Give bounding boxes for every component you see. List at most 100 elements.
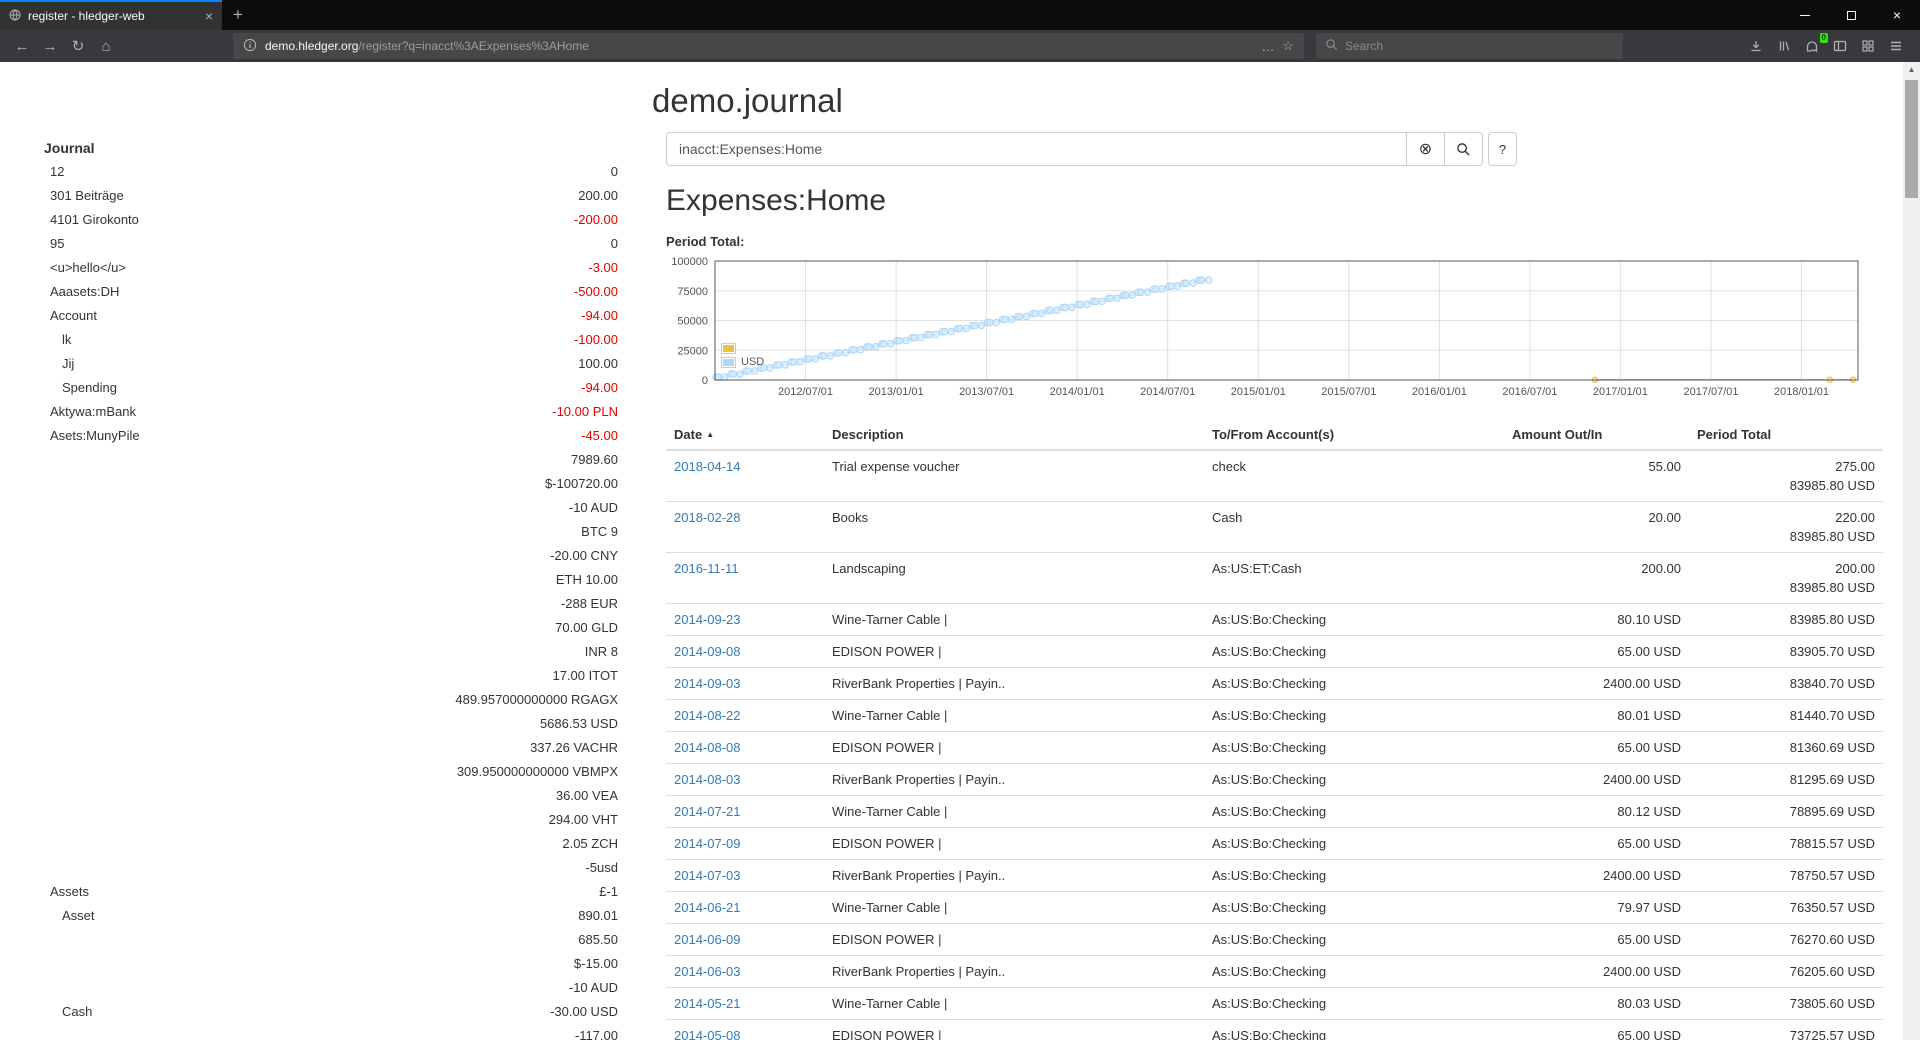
sidebar-account-row: 301 Beiträge 200.00 [38,184,618,208]
register-date-link[interactable]: 2014-08-03 [674,772,741,787]
account-name[interactable]: Account [50,308,97,323]
window-restore-button[interactable] [1828,0,1874,30]
query-input[interactable] [666,132,1407,166]
search-placeholder: Search [1345,39,1384,53]
period-total-line: 76350.57 USD [1789,900,1875,915]
account-balance: -3.00 [588,260,618,275]
sidebar-toggle-icon[interactable] [1826,33,1854,59]
help-button[interactable]: ? [1488,132,1517,166]
account-name[interactable]: Assets [50,884,90,899]
account-name[interactable]: Cash [62,1004,93,1019]
site-info-icon[interactable] [243,38,257,55]
sidebar-account-row: Cash -30.00 USD [38,1000,618,1024]
sidebar-journal-link[interactable]: Journal [44,140,95,156]
download-icon[interactable] [1742,33,1770,59]
account-balance: -288 EUR [560,596,618,611]
register-date-link[interactable]: 2014-07-03 [674,868,741,883]
account-name[interactable]: Aktywa:mBank [50,404,136,419]
forward-button[interactable]: → [42,37,58,55]
bookmark-star-icon[interactable]: ☆ [1282,38,1294,53]
description-cell: Wine-Tarner Cable | [824,891,1204,924]
account-name[interactable]: Asets:MunyPile [50,428,140,443]
back-button[interactable]: ← [14,37,30,55]
scrollbar-up-icon[interactable]: ▲ [1907,65,1916,74]
account-name [38,736,530,760]
account-balance: -117.00 [574,1028,618,1040]
register-date-link[interactable]: 2018-02-28 [674,510,741,525]
amount-cell: 80.10 USD [1504,603,1689,636]
register-row: 2014-08-22 Wine-Tarner Cable | As:US:Bo:Ch… [666,699,1883,732]
period-total-cell: 83905.70 USD [1689,635,1883,668]
column-label: Amount Out/In [1512,427,1603,442]
extension-icon[interactable]: 0 [1798,33,1828,59]
window-minimize-button[interactable] [1782,0,1828,30]
account-name[interactable]: 301 Beiträge [50,188,124,203]
grid-apps-icon[interactable] [1854,33,1882,59]
date-cell: 2014-07-21 [666,795,824,828]
description-cell: RiverBank Properties | Payin.. [824,859,1204,892]
account-name[interactable]: Jij [62,356,75,371]
register-date-link[interactable]: 2014-09-23 [674,612,741,627]
period-total-cell: 275.00 83985.80 USD [1689,449,1883,502]
svg-text:2013/07/01: 2013/07/01 [959,386,1014,398]
register-date-link[interactable]: 2014-05-08 [674,1028,741,1040]
page-actions-icon[interactable]: … [1261,38,1275,54]
account-name[interactable]: Asset [62,908,95,923]
clear-query-button[interactable]: ⊗ [1407,132,1445,166]
description-cell: EDISON POWER | [824,731,1204,764]
column-header-period-total: Period Total [1689,420,1883,451]
column-header-date[interactable]: Date ▲ [666,420,824,451]
register-date-link[interactable]: 2014-05-21 [674,996,741,1011]
url-text[interactable]: demo.hledger.org/register?q=inacct%3AExp… [265,39,1253,53]
account-name[interactable]: 95 [50,236,65,251]
browser-tab[interactable]: register - hledger-web × [0,0,222,30]
register-date-link[interactable]: 2014-08-22 [674,708,741,723]
account-name[interactable]: Spending [62,380,117,395]
url-bar[interactable]: demo.hledger.org/register?q=inacct%3AExp… [233,33,1304,59]
page-scrollbar[interactable]: ▲ [1903,62,1920,1040]
register-date-link[interactable]: 2014-09-03 [674,676,741,691]
account-balance: -94.00 [581,308,618,323]
library-icon[interactable] [1770,33,1798,59]
sidebar-account-row: 2.05 ZCH [38,832,618,856]
register-date-link[interactable]: 2014-06-03 [674,964,741,979]
account-balance: 7989.60 [571,452,618,467]
column-header-to-from-account-s-: To/From Account(s) [1204,420,1504,451]
sidebar-account-row: Aktywa:mBank -10.00 PLN [38,400,618,424]
sidebar-account-row: -117.00 [38,1024,618,1040]
account-name[interactable]: 12 [50,164,65,179]
account-name[interactable]: <u>hello</u> [50,260,126,275]
account-cell: check [1204,449,1504,502]
description-cell: Wine-Tarner Cable | [824,699,1204,732]
reload-button[interactable]: ↻ [71,38,85,55]
register-date-link[interactable]: 2014-08-08 [674,740,741,755]
register-date-link[interactable]: 2016-11-11 [674,561,739,576]
register-date-link[interactable]: 2014-07-09 [674,836,741,851]
new-tab-button[interactable]: + [233,5,243,24]
register-date-link[interactable]: 2014-06-09 [674,932,741,947]
account-name[interactable]: 4101 Girokonto [50,212,139,227]
scrollbar-thumb[interactable] [1905,80,1918,198]
account-name[interactable]: lk [62,332,72,347]
account-name[interactable]: Aaasets:DH [50,284,120,299]
extension-badge: 0 [1819,33,1828,43]
svg-text:2015/07/01: 2015/07/01 [1321,386,1376,398]
column-label: To/From Account(s) [1212,427,1335,442]
account-balance: 200.00 [578,188,618,203]
register-date-link[interactable]: 2014-07-21 [674,804,741,819]
browser-search-bar[interactable]: Search [1316,33,1623,59]
register-date-link[interactable]: 2014-09-08 [674,644,741,659]
amount-cell: 2400.00 USD [1504,955,1689,988]
tab-close-icon[interactable]: × [204,8,213,24]
register-date-link[interactable]: 2018-04-14 [674,459,741,474]
svg-text:2017/01/01: 2017/01/01 [1593,386,1648,398]
home-button[interactable]: ⌂ [101,37,111,55]
search-button[interactable] [1445,132,1483,166]
account-cell: As:US:Bo:Checking [1204,731,1504,764]
account-cell: As:US:Bo:Checking [1204,827,1504,860]
menu-hamburger-icon[interactable] [1882,33,1910,59]
window-close-button[interactable]: × [1892,7,1902,23]
description-cell: Books [824,501,1204,553]
register-date-link[interactable]: 2014-06-21 [674,900,741,915]
amount-cell: 200.00 [1504,552,1689,604]
